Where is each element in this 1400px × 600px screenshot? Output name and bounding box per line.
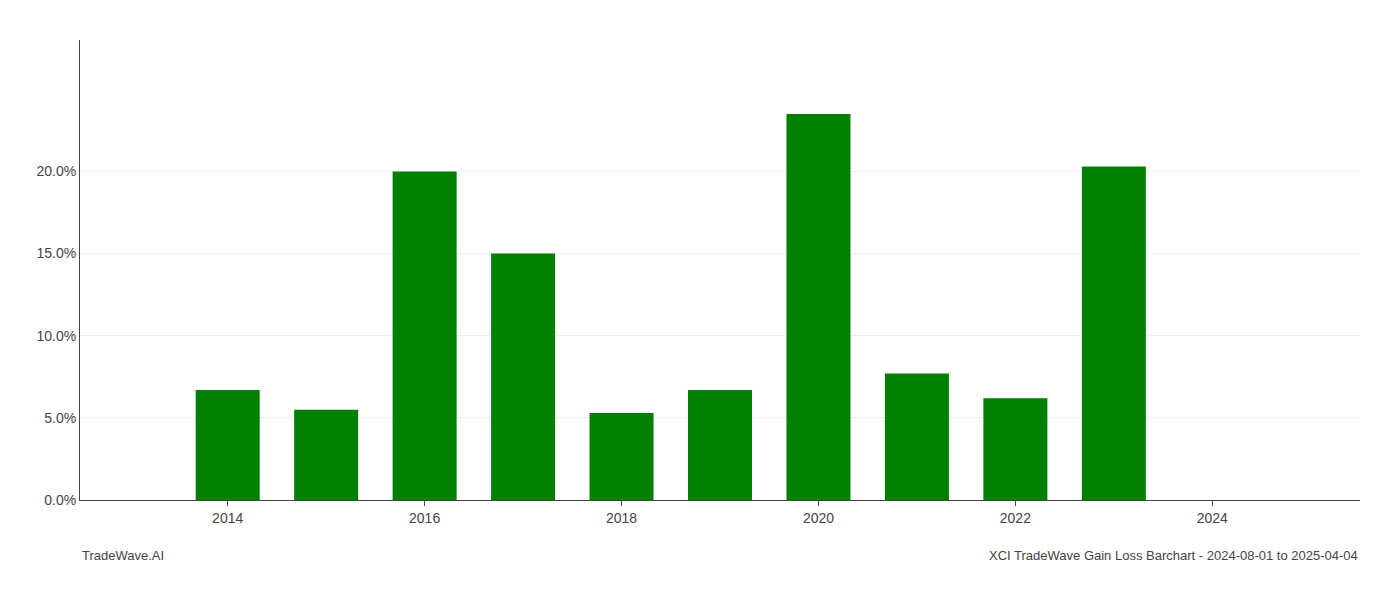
svg-text:2014: 2014 bbox=[212, 510, 243, 526]
svg-text:5.0%: 5.0% bbox=[44, 410, 76, 426]
svg-text:10.0%: 10.0% bbox=[36, 328, 76, 344]
svg-text:XCI TradeWave Gain Loss Barcha: XCI TradeWave Gain Loss Barchart - 2024-… bbox=[989, 548, 1358, 563]
svg-text:TradeWave.AI: TradeWave.AI bbox=[82, 548, 164, 563]
svg-text:0.0%: 0.0% bbox=[44, 492, 76, 508]
svg-text:2022: 2022 bbox=[1000, 510, 1031, 526]
svg-text:2016: 2016 bbox=[409, 510, 440, 526]
svg-text:20.0%: 20.0% bbox=[36, 163, 76, 179]
svg-text:15.0%: 15.0% bbox=[36, 245, 76, 261]
svg-text:2024: 2024 bbox=[1197, 510, 1228, 526]
svg-text:2020: 2020 bbox=[803, 510, 834, 526]
svg-text:2018: 2018 bbox=[606, 510, 637, 526]
